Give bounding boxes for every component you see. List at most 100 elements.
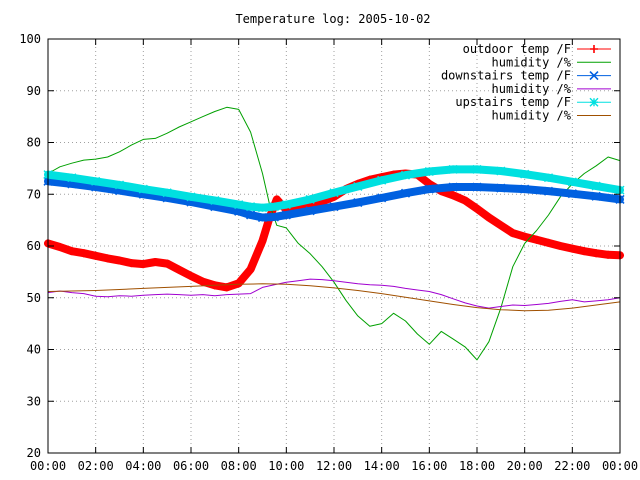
data-point — [591, 181, 601, 191]
data-point — [67, 173, 77, 183]
data-point — [591, 191, 601, 201]
data-point — [139, 260, 148, 269]
data-point — [543, 186, 554, 196]
data-point — [103, 254, 112, 263]
data-point — [162, 188, 172, 198]
data-point — [115, 180, 124, 190]
data-point — [305, 194, 315, 204]
y-tick-label: 70 — [27, 187, 41, 201]
data-point — [353, 197, 363, 208]
y-tick-label: 50 — [27, 291, 41, 305]
data-point — [115, 256, 124, 265]
data-point — [532, 235, 541, 244]
data-point — [567, 177, 577, 187]
data-point — [234, 200, 244, 210]
legend-label: outdoor temp /F — [463, 42, 571, 56]
data-point — [269, 202, 279, 212]
data-point — [234, 279, 243, 288]
data-point — [79, 249, 88, 258]
data-point — [496, 166, 506, 176]
chart-title: Temperature log: 2005-10-02 — [235, 12, 430, 26]
data-point — [163, 259, 172, 268]
data-point — [424, 184, 434, 194]
legend-label: humidity /% — [492, 82, 572, 96]
x-tick-label: 02:00 — [78, 459, 114, 473]
x-tick-label: 00:00 — [602, 459, 638, 473]
legend-label: humidity /% — [492, 55, 572, 69]
data-point — [544, 238, 553, 247]
data-point — [520, 169, 530, 179]
data-point — [91, 176, 101, 186]
data-point — [472, 164, 482, 174]
x-tick-label: 18:00 — [459, 459, 495, 473]
axis-ticks: 20 30 40 50 60 70 80 90 100 00:00 02:00 04:00 06:00 0… — [19, 32, 638, 473]
data-point — [55, 243, 64, 252]
data-point — [272, 195, 281, 204]
series-3 — [47, 278, 621, 309]
grid — [48, 39, 620, 453]
series-5 — [47, 283, 621, 312]
y-tick-label: 100 — [19, 32, 41, 46]
data-point — [448, 164, 458, 174]
x-tick-label: 04:00 — [125, 459, 161, 473]
data-point — [151, 258, 160, 267]
legend-label: upstairs temp /F — [455, 95, 571, 109]
data-point — [604, 250, 613, 259]
data-point — [567, 189, 577, 199]
data-point — [401, 170, 410, 180]
data-point — [138, 184, 148, 194]
data-point — [258, 236, 267, 245]
data-point — [329, 202, 339, 212]
x-tick-label: 16:00 — [411, 459, 447, 473]
data-point — [353, 181, 363, 191]
y-tick-label: 60 — [27, 239, 41, 253]
data-point — [508, 229, 517, 238]
x-tick-label: 08:00 — [221, 459, 257, 473]
data-point — [448, 182, 458, 192]
legend-label: humidity /% — [492, 109, 572, 123]
data-point — [580, 247, 589, 256]
data-point — [377, 175, 387, 185]
data-point — [91, 251, 100, 260]
data-point — [590, 45, 598, 53]
data-point — [424, 166, 434, 176]
data-point — [589, 71, 599, 81]
series-line — [47, 283, 621, 312]
series-line — [47, 106, 621, 361]
data-point — [484, 213, 493, 222]
data-point — [377, 193, 387, 203]
x-tick-label: 06:00 — [173, 459, 209, 473]
data-point — [520, 232, 529, 241]
data-point — [472, 182, 482, 192]
y-tick-label: 30 — [27, 394, 41, 408]
series-4 — [43, 164, 625, 213]
y-tick-label: 40 — [27, 343, 41, 357]
data-point — [281, 200, 291, 210]
data-point — [520, 184, 530, 194]
series-lines — [43, 106, 625, 361]
data-point — [556, 242, 565, 250]
data-point — [246, 210, 256, 220]
data-point — [473, 204, 481, 213]
data-point — [210, 195, 220, 205]
y-tick-label: 90 — [27, 84, 41, 98]
data-point — [269, 212, 279, 222]
x-tick-label: 12:00 — [316, 459, 352, 473]
data-point — [186, 192, 196, 202]
series-1 — [47, 106, 621, 361]
data-point — [496, 221, 505, 230]
data-point — [246, 265, 255, 274]
data-point — [592, 249, 601, 258]
x-tick-label: 10:00 — [268, 459, 304, 473]
y-tick-label: 80 — [27, 136, 41, 150]
x-tick-label: 00:00 — [30, 459, 66, 473]
y-tick-label: 20 — [27, 446, 41, 460]
data-point — [568, 244, 577, 253]
data-point — [67, 247, 76, 256]
data-point — [496, 183, 506, 193]
data-point — [461, 196, 470, 205]
legend-label: downstairs temp /F — [441, 69, 571, 83]
data-point — [544, 173, 553, 183]
